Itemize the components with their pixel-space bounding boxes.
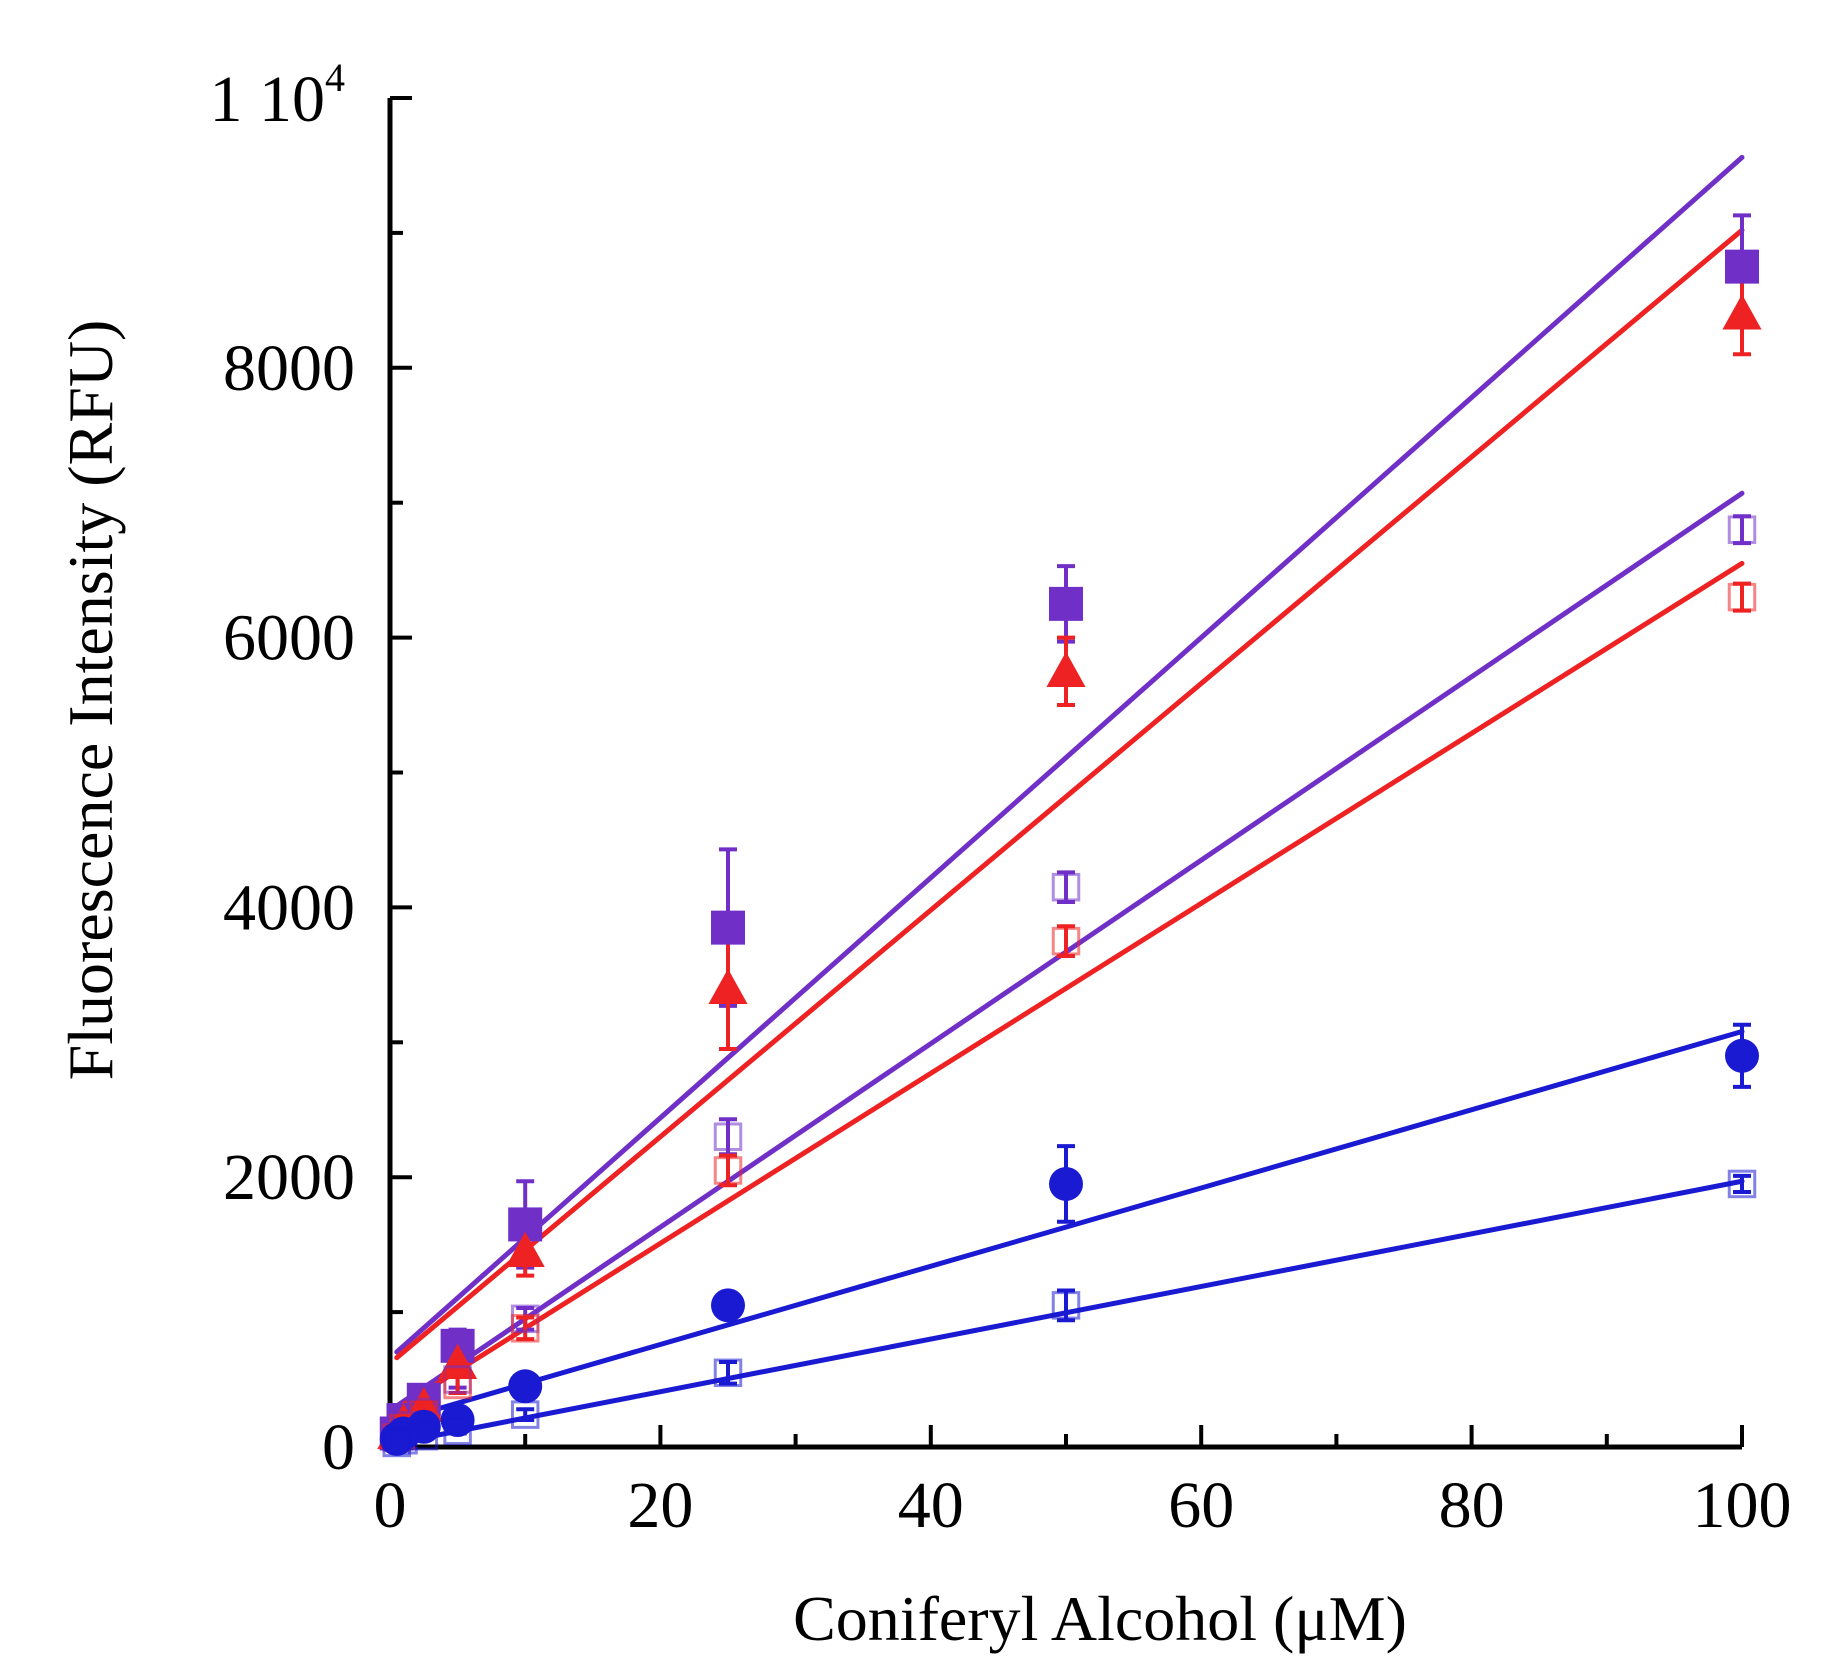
markers-layer — [377, 249, 1762, 1458]
data-point-blue-open-circle — [510, 1400, 540, 1429]
fit-line-red-filled-triangle — [394, 227, 1745, 1361]
data-point-purple-open-square — [1727, 515, 1757, 544]
y-top-label-base: 1 10 — [210, 63, 326, 136]
data-point-blue-open-circle — [713, 1358, 743, 1388]
data-point-purple-open-square — [713, 1122, 743, 1151]
x-tick-label: 20 — [627, 1469, 693, 1542]
fit-line-purple-open-square — [394, 490, 1745, 1409]
fit-line-red-open-triangle — [394, 560, 1745, 1412]
data-point-blue-filled-circle — [1725, 1038, 1759, 1073]
x-tick-label: 0 — [374, 1469, 407, 1542]
x-tick-label: 40 — [898, 1469, 964, 1542]
y-tick-label: 4000 — [223, 871, 355, 944]
y-tick-label: 6000 — [223, 602, 355, 675]
y-tick-label: 2000 — [223, 1141, 355, 1214]
data-point-red-filled-triangle — [505, 1231, 545, 1268]
y-top-label-exponent: 4 — [325, 55, 345, 100]
x-tick-label: 60 — [1168, 1469, 1234, 1542]
error-bars-layer — [387, 213, 1751, 1447]
data-point-red-filled-triangle — [1722, 294, 1762, 330]
axes-layer — [387, 96, 1744, 1450]
data-point-red-open-triangle — [510, 1314, 540, 1343]
y-tick-label: 0 — [322, 1411, 355, 1484]
data-point-purple-filled-square — [1049, 586, 1083, 621]
data-point-red-filled-triangle — [1046, 651, 1086, 687]
data-point-blue-filled-circle — [440, 1403, 475, 1438]
y-axis-top-tick-label: 1 104 — [210, 55, 346, 136]
data-point-blue-filled-circle — [1049, 1166, 1083, 1201]
labels-layer: Coniferyl Alcohol (μM) Fluorescence Inte… — [55, 55, 1792, 1654]
fit-line-purple-filled-square — [394, 154, 1745, 1355]
x-axis-title: Coniferyl Alcohol (μM) — [793, 1583, 1407, 1654]
x-tick-label: 80 — [1439, 1469, 1505, 1542]
data-point-red-filled-triangle — [708, 968, 748, 1004]
data-point-purple-filled-square — [711, 910, 745, 945]
data-point-blue-filled-circle — [711, 1288, 745, 1323]
fit-line-blue-open-circle — [394, 1178, 1745, 1446]
data-point-blue-open-circle — [443, 1416, 472, 1446]
data-point-red-open-triangle — [713, 1156, 743, 1185]
data-point-purple-filled-square — [1725, 249, 1759, 284]
data-point-blue-open-circle — [389, 1426, 418, 1455]
fit-line-blue-filled-circle — [394, 1029, 1745, 1424]
data-point-blue-open-circle — [382, 1428, 412, 1458]
y-axis-title: Fluorescence Intensity (RFU) — [55, 320, 126, 1081]
data-point-purple-open-square — [1051, 872, 1081, 902]
data-point-blue-filled-circle — [508, 1369, 543, 1404]
x-tick-label: 100 — [1693, 1469, 1792, 1542]
y-tick-label: 8000 — [223, 332, 355, 405]
data-point-red-open-triangle — [443, 1370, 472, 1400]
data-point-blue-open-circle — [1051, 1291, 1081, 1320]
data-point-red-filled-triangle — [438, 1343, 478, 1380]
data-point-blue-open-circle — [1727, 1169, 1757, 1199]
fit-lines-layer — [394, 154, 1745, 1446]
data-point-blue-open-circle — [409, 1421, 439, 1451]
data-point-red-open-triangle — [1727, 582, 1757, 612]
data-point-red-open-triangle — [1051, 926, 1081, 956]
